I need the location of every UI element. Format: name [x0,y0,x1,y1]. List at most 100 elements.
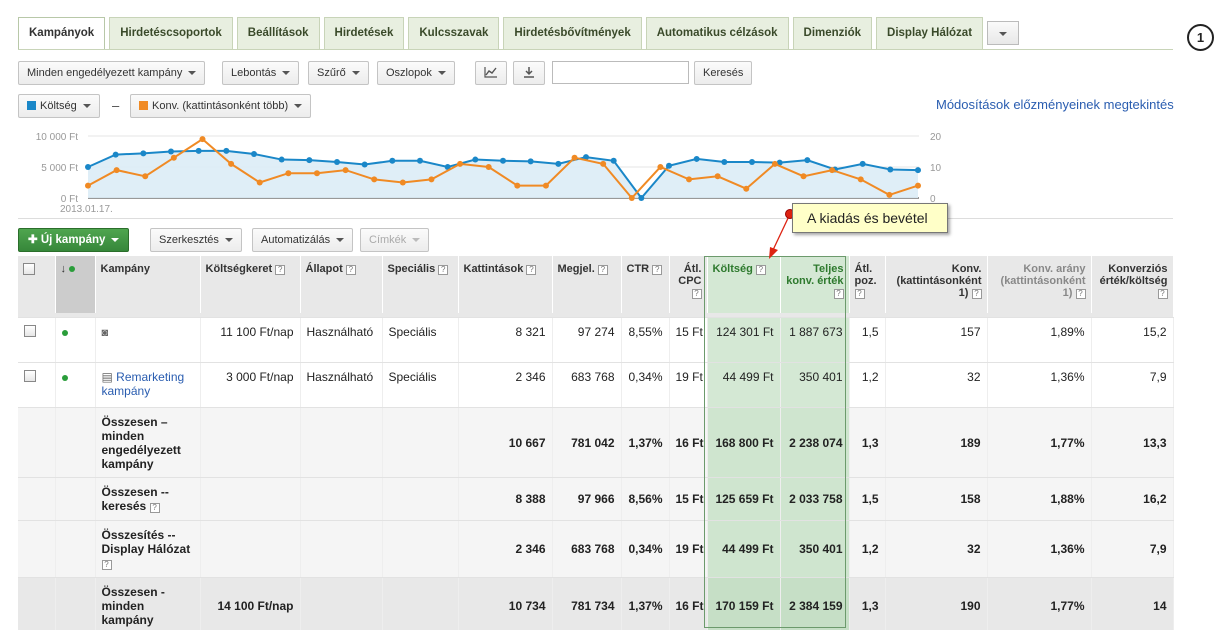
header-clicks[interactable]: Kattintások ? [458,256,553,313]
series-point-0 [389,157,396,164]
campaign-link[interactable]: Remarketing kampány [101,369,185,398]
campaign-filter-dropdown[interactable]: Minden engedélyezett kampány [18,61,206,85]
tab-dimensions[interactable]: Dimenziók [792,17,873,49]
row-checkbox[interactable] [24,324,36,337]
tab-ad-groups[interactable]: Hirdetéscsoportok [109,17,233,49]
help-icon[interactable]: ? [149,502,160,513]
header-type[interactable]: Speciális ? [382,256,459,313]
filter-dropdown[interactable]: Szűrő [308,61,369,85]
ctr-cell: 1,37% [621,577,670,630]
conv-cell: 158 [885,477,988,521]
chevron-down-icon [82,104,91,109]
help-icon[interactable]: ? [755,265,766,275]
help-icon[interactable]: ? [101,559,112,570]
table-header-row: ↓ Kampány Költségkeret ? Állapot ? Speci… [18,256,1174,313]
campaign-name-cell: ▤ Remarketing kampány [95,362,201,408]
clicks-cell: 2 346 [458,362,553,408]
new-campaign-button[interactable]: ✚ Új kampány [18,228,130,252]
search-input[interactable] [552,61,689,84]
metric2-label: Konv. (kattintásonként több) [152,100,289,112]
chevron-down-icon [188,71,197,76]
chart-toggle-button[interactable] [475,61,507,85]
clicks-cell: 10 667 [458,407,553,478]
total-spacer [18,477,56,521]
automate-dropdown[interactable]: Automatizálás [252,228,354,252]
left-axis-tick-label: 0 Ft [61,194,78,205]
tab-bar: Kampányok Hirdetéscsoportok Beállítások … [18,17,1020,50]
header-value-cost[interactable]: Konverziós érték/költség ? [1091,256,1174,313]
header-conv-value[interactable]: Teljes konv. érték ? [780,256,850,313]
header-cpc-label: Átl. CPC [678,263,702,287]
clicks-cell: 2 346 [458,520,553,578]
header-cost[interactable]: Költség ? [707,256,781,313]
clicks-cell: 10 734 [458,577,553,630]
header-budget[interactable]: Költségkeret ? [200,256,301,313]
series-point-1 [915,182,921,189]
chevron-down-icon [224,238,233,243]
series-point-1 [571,154,578,161]
row-select [18,362,56,408]
header-status-sort[interactable]: ↓ [55,256,96,313]
chevron-down-icon [336,238,345,243]
help-icon[interactable]: ? [597,265,608,275]
conv-cell: 189 [885,407,988,478]
metric1-dropdown[interactable]: Költség [18,94,100,118]
change-history-link[interactable]: Módosítások előzményeinek megtekintés [936,97,1174,112]
impr-cell: 97 966 [552,477,622,521]
tab-ads[interactable]: Hirdetések [323,17,405,49]
pos-cell: 1,5 [849,477,886,521]
header-conv-rate[interactable]: Konv. arány (kattintásonként 1) ? [987,256,1092,313]
tab-settings[interactable]: Beállítások [236,17,320,49]
tab-ad-extensions[interactable]: Hirdetésbővítmények [503,17,642,49]
segment-dropdown[interactable]: Lebontás [222,61,300,85]
tab-auto-targets[interactable]: Automatikus célzások [645,17,789,49]
help-icon[interactable]: ? [1157,289,1168,299]
tab-keywords[interactable]: Kulcsszavak [408,17,500,49]
help-icon[interactable]: ? [691,289,702,299]
row-status [55,362,96,408]
metric-separator: – [112,98,120,113]
total-spacer [382,520,459,578]
row-checkbox[interactable] [24,369,36,382]
help-icon[interactable]: ? [345,265,356,275]
help-icon[interactable]: ? [275,265,286,275]
help-icon[interactable]: ? [652,265,663,275]
series-point-1 [600,160,607,167]
header-conversions[interactable]: Konv. (kattintásonként 1) ? [885,256,988,313]
series-point-0 [278,156,285,163]
automate-label: Automatizálás [261,234,331,246]
download-button[interactable] [513,61,545,85]
header-avg-pos[interactable]: Átl. poz. ? [849,256,886,313]
row-select [18,317,56,363]
header-spacer [18,313,1173,318]
header-ctr[interactable]: CTR ? [621,256,670,313]
series-point-0 [251,150,257,157]
tab-display-network[interactable]: Display Hálózat [876,17,984,49]
help-icon[interactable]: ? [438,265,449,275]
cpc-cell: 16 Ft [669,577,708,630]
series-point-1 [542,182,549,189]
header-avg-cpc[interactable]: Átl. CPC? [669,256,708,313]
columns-dropdown[interactable]: Oszlopok [377,61,455,85]
help-icon[interactable]: ? [526,265,537,275]
metric2-dropdown[interactable]: Konv. (kattintásonként több) [130,94,312,118]
header-campaign[interactable]: Kampány [95,256,201,313]
total-label-text: Összesítés -- Display Hálózat [101,527,191,556]
labels-dropdown[interactable]: Címkék [360,228,430,252]
header-impressions[interactable]: Megjel. ? [552,256,622,313]
series-point-0 [500,157,506,164]
search-button[interactable]: Keresés [694,61,753,85]
select-all-checkbox[interactable] [23,263,35,275]
series-point-1 [628,195,635,201]
help-icon[interactable]: ? [833,289,844,299]
value-cost-cell: 15,2 [1091,317,1174,363]
total-spacer [55,577,96,630]
help-icon[interactable]: ? [854,289,865,299]
help-icon[interactable]: ? [971,289,982,299]
tab-campaigns[interactable]: Kampányok [18,17,106,50]
more-tabs-button[interactable] [987,21,1020,45]
header-status[interactable]: Állapot ? [300,256,383,313]
series-point-0 [859,160,866,167]
edit-dropdown[interactable]: Szerkesztés [150,228,242,252]
help-icon[interactable]: ? [1075,289,1086,299]
